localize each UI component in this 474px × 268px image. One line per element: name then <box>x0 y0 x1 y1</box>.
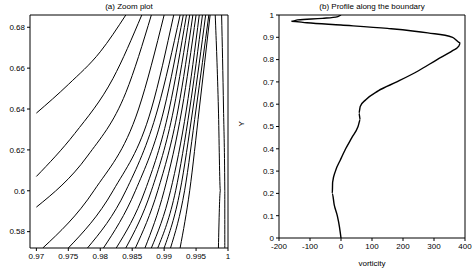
svg-text:0.6: 0.6 <box>263 100 275 109</box>
svg-text:0.62: 0.62 <box>9 146 25 155</box>
html-text:(b) Profile along the boundary: (b) Profile along the boundary <box>319 2 425 11</box>
svg-text:0: 0 <box>339 242 344 251</box>
svg-text:100: 100 <box>365 242 379 251</box>
svg-text:0.68: 0.68 <box>9 23 25 32</box>
svg-text:0.58: 0.58 <box>9 227 25 236</box>
svg-text:0.66: 0.66 <box>9 64 25 73</box>
svg-text:200: 200 <box>396 242 410 251</box>
html-text:(a) Zoom plot: (a) Zoom plot <box>105 2 153 11</box>
svg-text:0.3: 0.3 <box>263 167 275 176</box>
svg-text:-200: -200 <box>271 242 288 251</box>
svg-text:0.6: 0.6 <box>14 187 26 196</box>
svg-text:0.995: 0.995 <box>186 252 207 261</box>
svg-text:0.97: 0.97 <box>29 252 45 261</box>
svg-text:0.99: 0.99 <box>156 252 172 261</box>
svg-text:1: 1 <box>226 252 231 261</box>
svg-text:0.98: 0.98 <box>92 252 108 261</box>
svg-text:300: 300 <box>427 242 441 251</box>
svg-text:400: 400 <box>458 242 466 251</box>
svg-text:vorticity: vorticity <box>358 259 385 268</box>
svg-text:0.975: 0.975 <box>58 252 79 261</box>
svg-text:1: 1 <box>270 11 275 20</box>
svg-text:0.9: 0.9 <box>263 33 275 42</box>
svg-text:0.4: 0.4 <box>263 145 275 154</box>
svg-text:-100: -100 <box>302 242 319 251</box>
svg-text:0.8: 0.8 <box>263 55 275 64</box>
svg-text:0.7: 0.7 <box>263 78 275 87</box>
svg-text:Y: Y <box>237 121 246 127</box>
svg-text:0.985: 0.985 <box>122 252 143 261</box>
svg-text:0.5: 0.5 <box>263 122 275 131</box>
svg-text:0.1: 0.1 <box>263 212 275 221</box>
svg-text:0: 0 <box>270 234 275 243</box>
svg-text:0.64: 0.64 <box>9 105 25 114</box>
svg-text:0.2: 0.2 <box>263 189 275 198</box>
